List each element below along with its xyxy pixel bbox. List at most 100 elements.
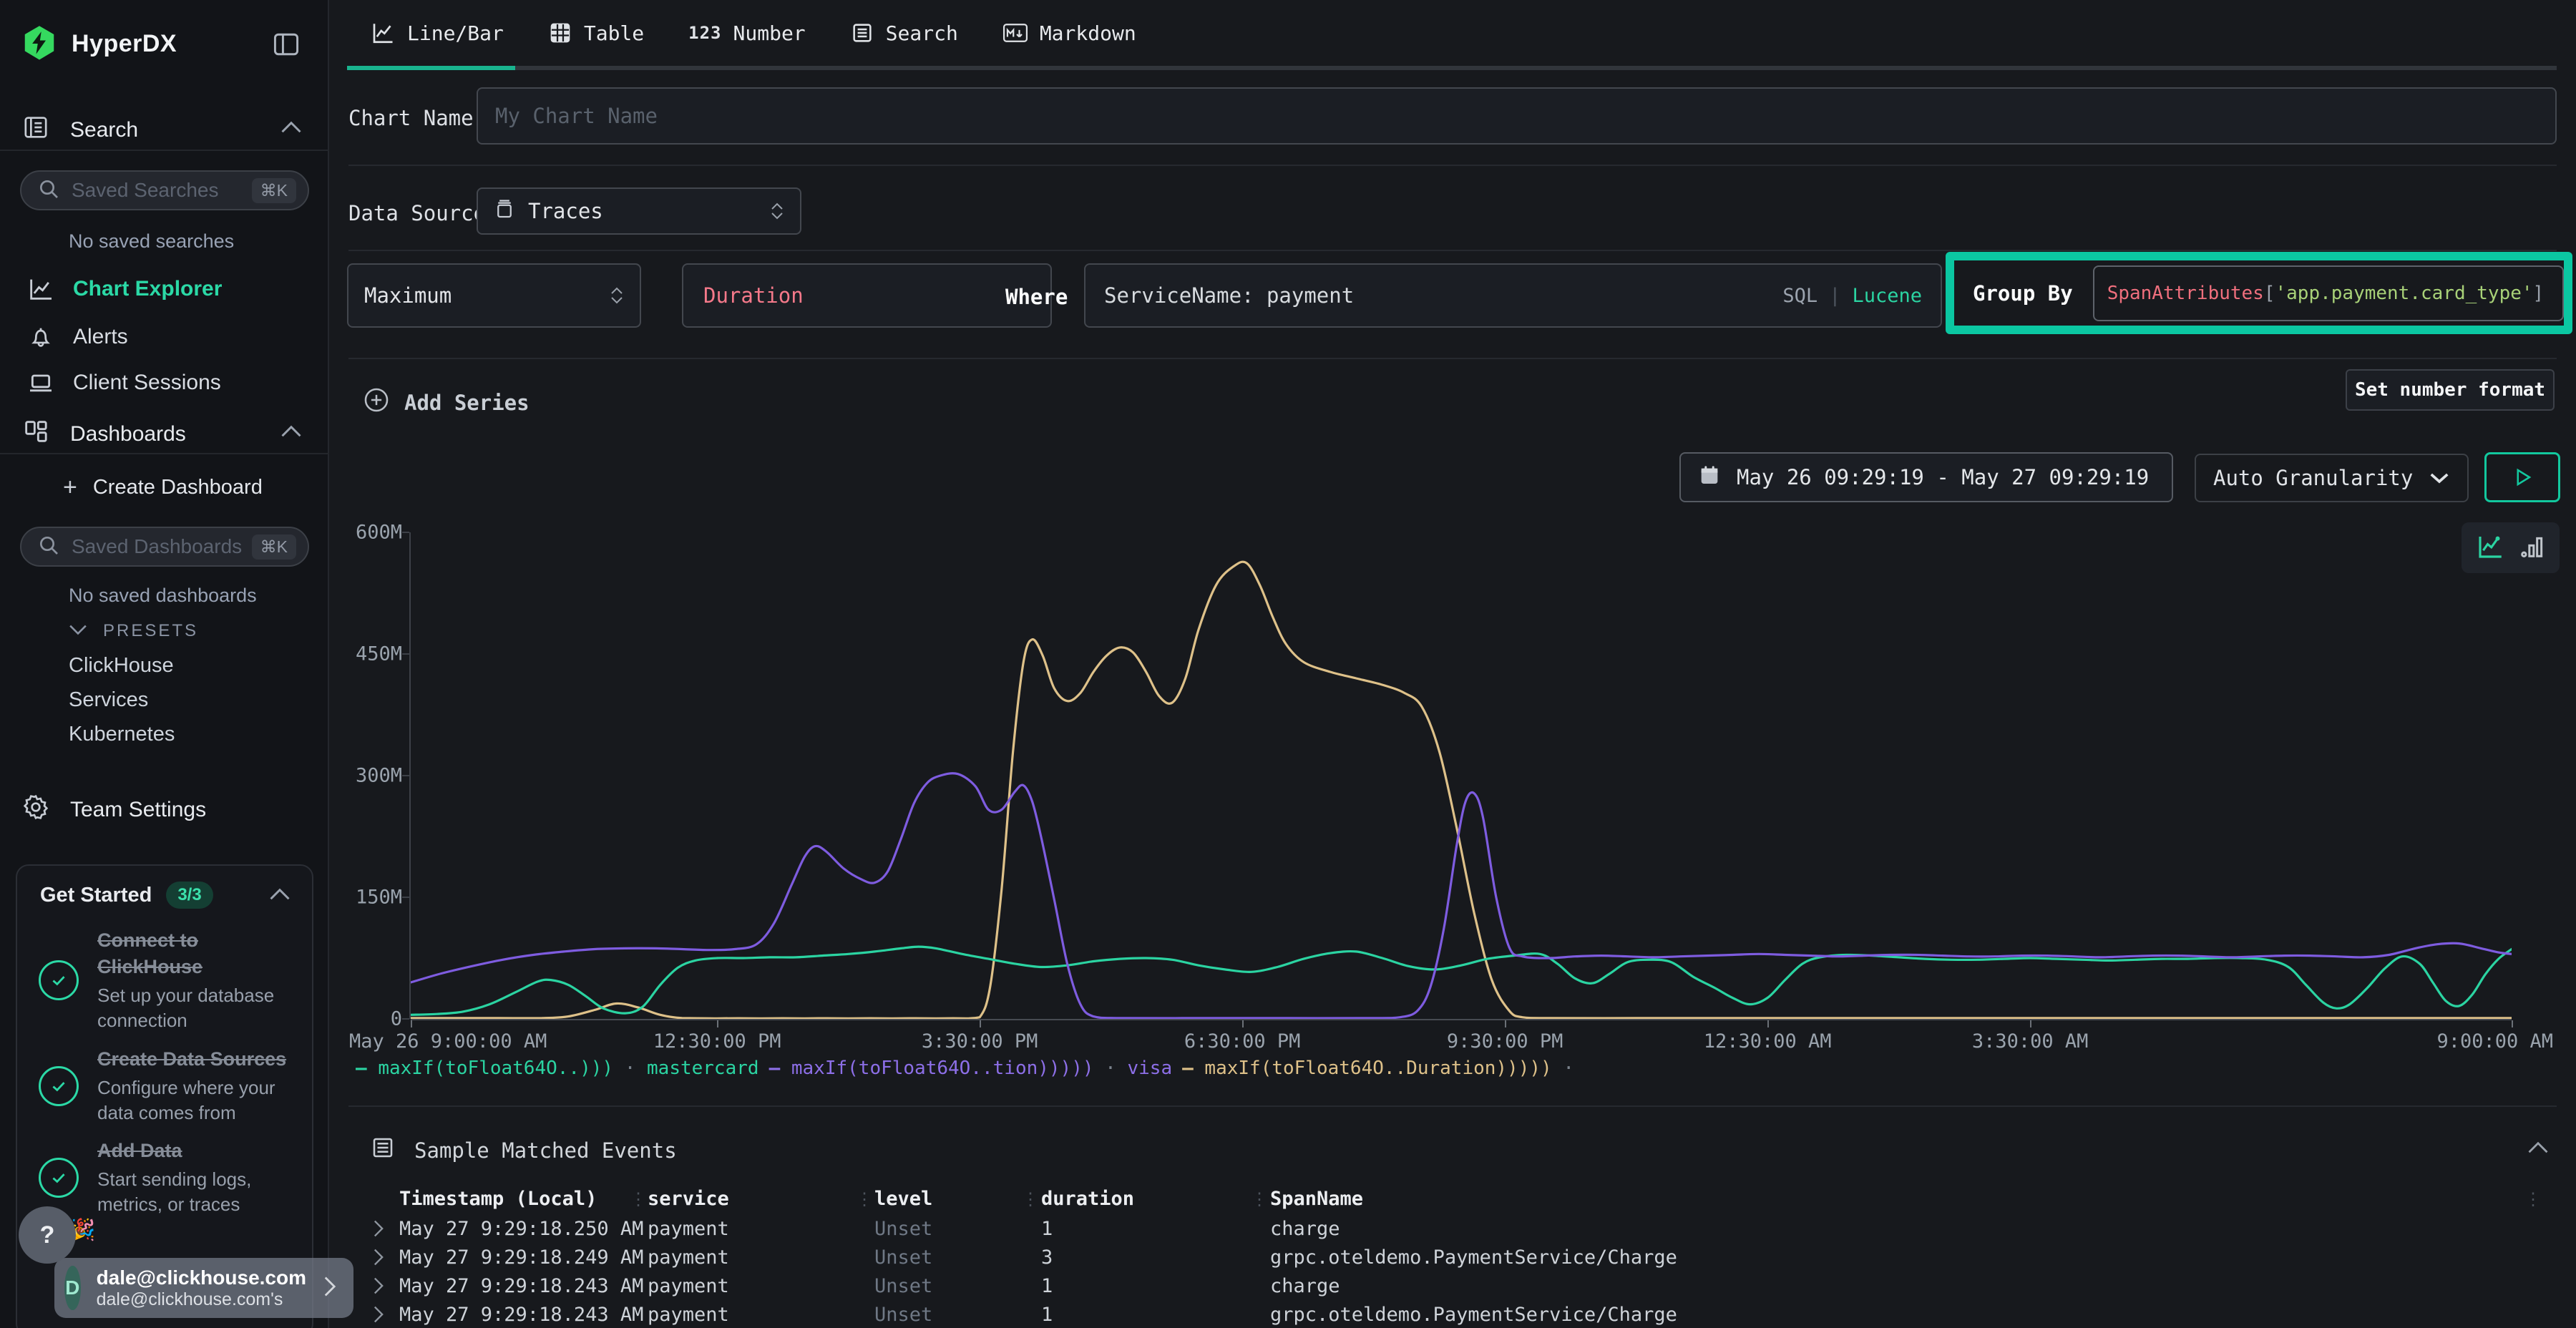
chart-name-input[interactable]: My Chart Name xyxy=(477,87,2557,145)
line-chart-icon xyxy=(26,275,56,303)
column-header-service[interactable]: service xyxy=(648,1188,729,1210)
column-drag-handle-icon[interactable]: ⋮ xyxy=(1022,1189,1039,1209)
table-cell[interactable]: May 27 9:29:18.243 AM xyxy=(399,1275,644,1297)
presets-group[interactable]: PRESETS xyxy=(69,621,198,641)
table-icon xyxy=(548,21,572,45)
table-cell[interactable]: payment xyxy=(648,1275,729,1297)
sidebar-section-search[interactable]: Search xyxy=(21,113,138,147)
field-input[interactable]: Duration xyxy=(682,263,1052,328)
table-cell[interactable]: charge xyxy=(1270,1218,1340,1240)
x-tick-label: 12:30:00 AM xyxy=(1703,1030,1832,1053)
column-drag-handle-icon[interactable]: ⋮ xyxy=(630,1189,647,1209)
lucene-mode-toggle[interactable]: Lucene xyxy=(1852,284,1922,307)
chevron-up-icon[interactable] xyxy=(280,120,302,138)
dashboards-section-label: Dashboards xyxy=(70,422,186,446)
sidebar-item-client-sessions[interactable]: Client Sessions xyxy=(0,363,329,403)
table-cell[interactable]: May 27 9:29:18.249 AM xyxy=(399,1246,644,1269)
granularity-select[interactable]: Auto Granularity xyxy=(2195,454,2469,502)
table-cell[interactable]: payment xyxy=(648,1246,729,1269)
table-cell[interactable]: grpc.oteldemo.PaymentService/Charge xyxy=(1270,1246,1677,1269)
saved-dashboards-input[interactable]: Saved Dashboards ⌘K xyxy=(20,527,309,567)
x-tick-label: 3:30:00 PM xyxy=(921,1030,1038,1053)
checklist-item[interactable]: Connect to ClickHouse Set up your databa… xyxy=(39,927,296,1033)
team-settings-item[interactable]: Team Settings xyxy=(21,793,206,827)
column-header-timestamp-local-[interactable]: Timestamp (Local) xyxy=(399,1188,597,1210)
preset-clickhouse[interactable]: ClickHouse xyxy=(69,654,174,677)
table-cell[interactable]: May 27 9:29:18.243 AM xyxy=(399,1304,644,1326)
chevron-up-icon[interactable] xyxy=(280,424,302,442)
sidebar-item-alerts[interactable]: Alerts xyxy=(0,317,329,357)
chart-name-label: Chart Name xyxy=(348,106,474,130)
tab-label: Line/Bar xyxy=(407,21,504,45)
table-cell[interactable]: 1 xyxy=(1041,1304,1053,1326)
row-expand-icon[interactable] xyxy=(372,1276,385,1298)
column-drag-handle-icon[interactable]: ⋮ xyxy=(856,1189,873,1209)
aggregation-select[interactable]: Maximum xyxy=(347,263,641,328)
table-cell[interactable]: Unset xyxy=(874,1304,933,1326)
table-cell[interactable]: payment xyxy=(648,1218,729,1240)
table-cell[interactable]: 3 xyxy=(1041,1246,1053,1269)
tab-markdown[interactable]: Markdown xyxy=(1002,21,1136,45)
dashboards-icon xyxy=(21,417,50,451)
user-menu[interactable]: D dale@clickhouse.com dale@clickhouse.co… xyxy=(54,1258,353,1318)
table-cell[interactable]: 1 xyxy=(1041,1218,1053,1240)
sidebar-item-chart-explorer[interactable]: Chart Explorer xyxy=(0,269,329,309)
collapse-sidebar-icon[interactable] xyxy=(270,29,302,64)
x-tick-label: 6:30:00 PM xyxy=(1184,1030,1301,1053)
tab-number[interactable]: 123 Number xyxy=(688,21,806,45)
row-expand-icon[interactable] xyxy=(372,1219,385,1241)
chevron-right-icon xyxy=(322,1276,338,1301)
timeseries-chart[interactable] xyxy=(411,532,2512,1019)
run-query-button[interactable] xyxy=(2484,452,2560,502)
events-title: Sample Matched Events xyxy=(414,1138,677,1163)
row-expand-icon[interactable] xyxy=(372,1248,385,1269)
column-drag-handle-icon[interactable]: ⋮ xyxy=(1251,1189,1268,1209)
tab-table[interactable]: Table xyxy=(548,21,644,45)
tab-line-bar[interactable]: Line/Bar xyxy=(370,20,504,46)
sidebar-section-dashboards[interactable]: Dashboards xyxy=(21,417,186,451)
chevron-up-icon[interactable] xyxy=(269,887,291,905)
table-cell[interactable]: grpc.oteldemo.PaymentService/Charge xyxy=(1270,1304,1677,1326)
preset-kubernetes[interactable]: Kubernetes xyxy=(69,723,175,746)
column-header-duration[interactable]: duration xyxy=(1041,1188,1135,1210)
create-dashboard-button[interactable]: + Create Dashboard xyxy=(63,475,263,499)
column-header-level[interactable]: level xyxy=(874,1188,933,1210)
checklist-item[interactable]: Create Data Sources Configure where your… xyxy=(39,1046,296,1126)
table-cell[interactable]: 1 xyxy=(1041,1275,1053,1297)
row-expand-icon[interactable] xyxy=(372,1305,385,1327)
where-input[interactable]: ServiceName: payment SQL | Lucene xyxy=(1084,263,1942,328)
database-icon xyxy=(494,199,515,223)
table-cell[interactable]: Unset xyxy=(874,1246,933,1269)
tab-search[interactable]: Search xyxy=(850,21,958,45)
sample-matched-events-header[interactable]: Sample Matched Events xyxy=(370,1135,677,1166)
sidebar-item-label: Client Sessions xyxy=(73,371,221,394)
preset-services[interactable]: Services xyxy=(69,688,149,711)
table-cell[interactable]: May 27 9:29:18.250 AM xyxy=(399,1218,644,1240)
column-header-spanname[interactable]: SpanName xyxy=(1270,1188,1364,1210)
legend-item[interactable]: — maxIf(toFloat64O..Duration))))) · xyxy=(1182,1058,1574,1079)
brand[interactable]: HyperDX xyxy=(20,24,177,63)
legend-item-visa[interactable]: — maxIf(toFloat64O..tion))))) · visa xyxy=(769,1058,1173,1079)
add-series-button[interactable]: Add Series xyxy=(363,386,530,419)
group-by-input[interactable]: SpanAttributes['app.payment.card_type'] xyxy=(2092,265,2564,321)
table-cell[interactable]: charge xyxy=(1270,1275,1340,1297)
no-saved-dashboards-text: No saved dashboards xyxy=(69,585,257,606)
collapse-events-icon[interactable] xyxy=(2527,1141,2549,1158)
date-range-value: May 26 09:29:19 - May 27 09:29:19 xyxy=(1737,465,2150,489)
line-chart-toggle-icon[interactable] xyxy=(2475,532,2505,565)
data-source-select[interactable]: Traces xyxy=(477,187,801,235)
table-cell[interactable]: payment xyxy=(648,1304,729,1326)
set-number-format-button[interactable]: Set number format xyxy=(2346,369,2555,411)
table-cell[interactable]: Unset xyxy=(874,1218,933,1240)
x-tick-label: 9:30:00 PM xyxy=(1446,1030,1563,1053)
table-cell[interactable]: Unset xyxy=(874,1275,933,1297)
help-button[interactable]: ? xyxy=(19,1206,76,1264)
date-range-picker[interactable]: May 26 09:29:19 - May 27 09:29:19 xyxy=(1679,452,2173,502)
sql-mode-toggle[interactable]: SQL xyxy=(1782,284,1818,307)
checklist-item[interactable]: Add Data Start sending logs, metrics, or… xyxy=(39,1138,296,1217)
saved-searches-input[interactable]: Saved Searches ⌘K xyxy=(20,170,309,210)
bar-chart-toggle-icon[interactable] xyxy=(2518,532,2547,564)
table-options-icon[interactable]: ⋮ xyxy=(2524,1189,2542,1209)
brand-name: HyperDX xyxy=(72,29,177,57)
legend-item-mastercard[interactable]: — maxIf(toFloat64O..))) · mastercard xyxy=(356,1058,759,1079)
